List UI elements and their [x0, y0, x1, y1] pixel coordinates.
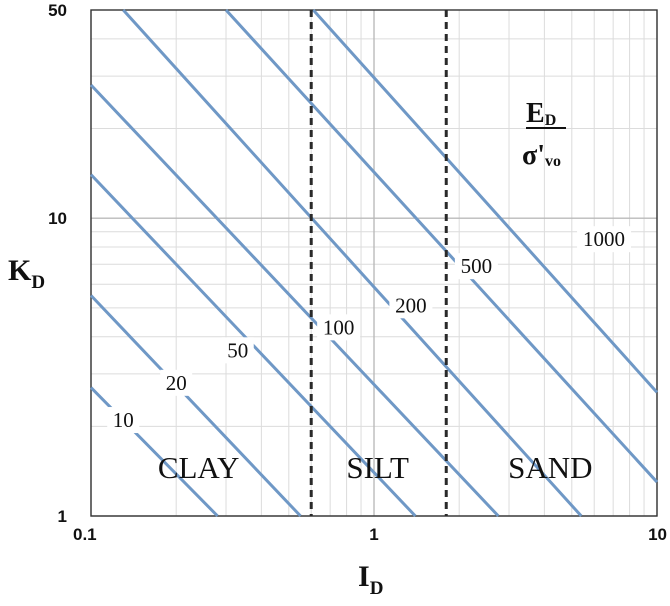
series-label-bg-50 — [221, 337, 254, 364]
series-label-bg-10 — [107, 407, 140, 434]
legend-numerator: ED — [526, 98, 556, 129]
series-label-1000: 1000 — [583, 227, 625, 251]
zone-label-sand: SAND — [508, 450, 592, 485]
x-tick-label: 1 — [369, 525, 378, 544]
series-line-100 — [89, 83, 500, 518]
series-label-bg-100 — [317, 314, 361, 341]
tick-layer: 0.1 1 10 1 10 50 — [48, 1, 667, 544]
legend-title: ED σ'vo — [522, 98, 566, 171]
series-label-500: 500 — [461, 254, 493, 278]
x-axis-label: ID — [358, 560, 383, 599]
boundary-layer — [309, 10, 448, 516]
series-line-1000 — [312, 8, 659, 394]
series-label-bg-20 — [160, 369, 193, 396]
series-label-bg-200 — [389, 292, 433, 319]
series-label-10: 10 — [113, 408, 134, 432]
legend-denominator: σ'vo — [522, 140, 561, 171]
series-label-bg-500 — [454, 253, 498, 280]
series-line-500 — [224, 8, 659, 484]
series-line-20 — [89, 294, 302, 518]
zone-label-silt: SILT — [346, 450, 409, 485]
x-tick-label: 10 — [648, 525, 667, 544]
zone-label-clay: CLAY — [158, 450, 240, 485]
series-label-50: 50 — [227, 338, 248, 362]
plot-frame — [90, 9, 658, 517]
series-line-200 — [122, 8, 583, 518]
series-label-layer: 10 20 50 100 200 500 1000 — [107, 226, 632, 434]
series-label-200: 200 — [395, 293, 427, 317]
y-tick-label: 1 — [58, 507, 67, 526]
y-tick-label: 10 — [48, 209, 67, 228]
series-label-20: 20 — [166, 371, 187, 395]
series-label-bg-1000 — [577, 226, 632, 253]
series-label-100: 100 — [323, 315, 355, 339]
y-axis-label: KD — [8, 254, 45, 293]
x-tick-label: 0.1 — [73, 525, 97, 544]
y-tick-label: 50 — [48, 1, 67, 20]
zone-layer: CLAY SILT SAND — [158, 450, 593, 485]
